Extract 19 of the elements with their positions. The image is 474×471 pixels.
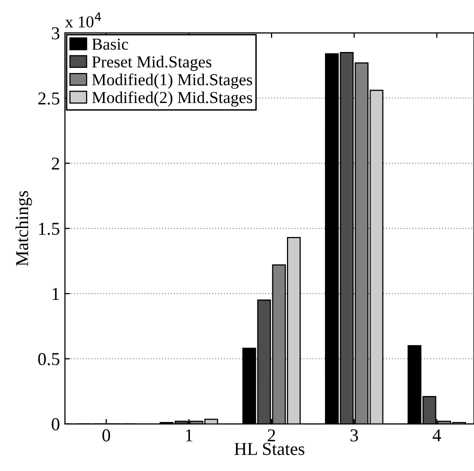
legend-label: Modified(1) Mid.Stages xyxy=(92,73,252,89)
y-tick-label: 0.5 xyxy=(38,353,60,366)
legend-label: Preset Mid.Stages xyxy=(92,56,212,71)
x-tick-label: 1 xyxy=(186,429,192,442)
y-tick-label: 1 xyxy=(52,288,59,300)
legend-label: Basic xyxy=(92,38,128,50)
y-tick-label: 1.5 xyxy=(39,222,60,235)
legend-label: Modified(2) Mid.Stages xyxy=(92,91,252,107)
y-tick-label: 0 xyxy=(52,418,60,430)
x-tick-label: 4 xyxy=(432,429,442,442)
y-tick-label: 2.5 xyxy=(38,92,60,105)
x-tick-label: 2 xyxy=(268,429,276,442)
x-tick-label: 0 xyxy=(102,429,110,442)
text: x 10$^{4}$ xyxy=(65,12,102,28)
y-tick-label: 2 xyxy=(52,158,60,170)
y-axis-title: Matchings xyxy=(16,190,32,266)
y-tick-label: 3 xyxy=(52,27,60,40)
x-axis-title: HL States xyxy=(234,442,304,456)
x-tick-label: 3 xyxy=(350,429,358,442)
